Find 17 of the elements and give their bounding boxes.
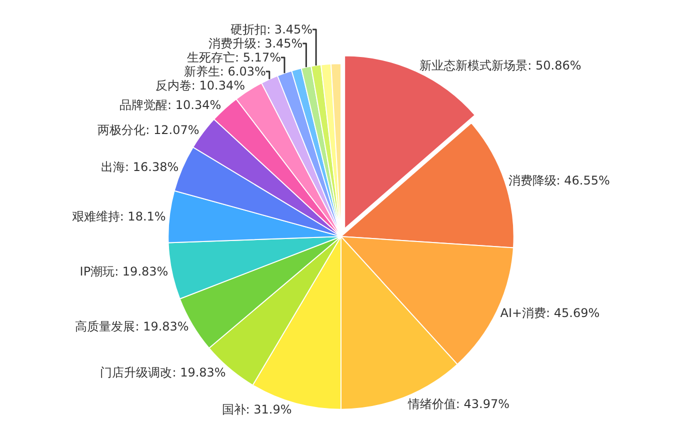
- slice-label: 消费升级: 3.45%: [208, 36, 303, 50]
- slice-label: 新养生: 6.03%: [184, 64, 266, 78]
- slice-label: 反内卷: 10.34%: [155, 78, 246, 92]
- slice-label: 两极分化: 12.07%: [98, 123, 200, 138]
- slice-label: 品牌觉醒: 10.34%: [120, 98, 222, 112]
- slice-label: 高质量发展: 19.83%: [75, 320, 189, 334]
- slice-label: 生死存亡: 5.17%: [186, 50, 281, 64]
- slice-label: 消费降级: 46.55%: [508, 173, 610, 188]
- slice-label: 出海: 16.38%: [101, 160, 179, 174]
- slice-label: IP潮玩: 19.83%: [80, 264, 168, 279]
- slice-label: AI+消费: 45.69%: [500, 306, 600, 320]
- slice-label: 艰难维持: 18.1%: [72, 209, 166, 224]
- slice-label: 硬折扣: 3.45%: [230, 22, 313, 36]
- slice-label: 国补: 31.9%: [222, 402, 292, 417]
- slice-label: 新业态新模式新场景: 50.86%: [420, 58, 582, 72]
- slice-label: 情绪价值: 43.97%: [406, 396, 510, 411]
- slice-label: 门店升级调改: 19.83%: [100, 366, 226, 380]
